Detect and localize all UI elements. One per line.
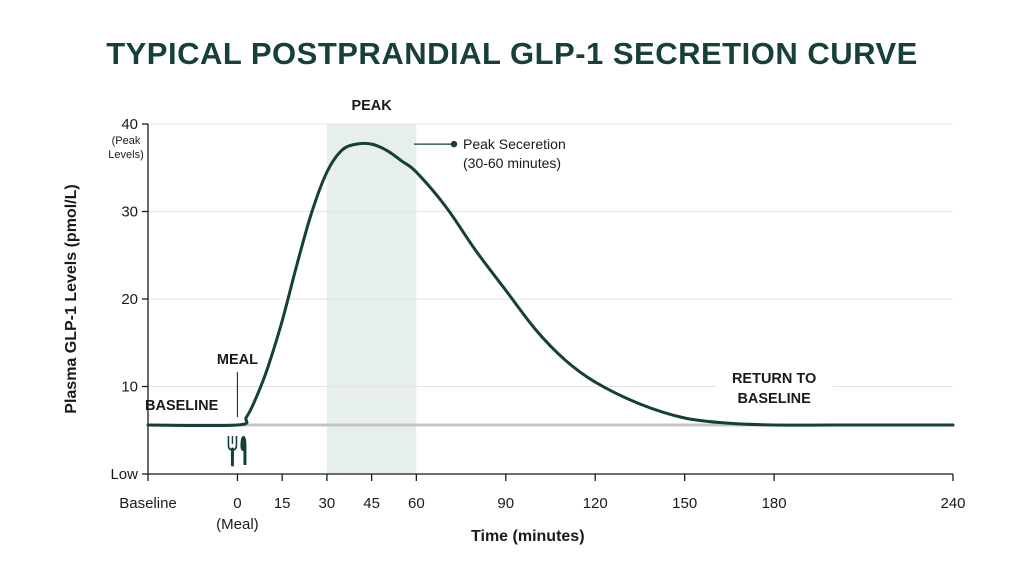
baseline-label: BASELINE: [145, 398, 219, 414]
y-tick-label: 40: [121, 116, 138, 133]
x-axis-ticks: Baseline 0 (Meal) 15 30 45 60 90 120 150 180 240: [119, 474, 966, 533]
fork-knife-icon: [227, 436, 247, 467]
x-tick-label: 15: [274, 495, 291, 512]
x-tick-label: 30: [319, 495, 336, 512]
peak-band-label: PEAK: [351, 98, 392, 114]
glp1-curve-line: [146, 141, 955, 428]
x-tick-label: 0: [233, 495, 241, 512]
meal-label: MEAL: [217, 352, 258, 368]
x-tick-label: 180: [762, 495, 787, 512]
peak-secretion-label: Peak Seceretion: [463, 136, 566, 152]
x-tick-label: 45: [363, 495, 380, 512]
y-tick-sublabel: Levels): [108, 149, 143, 161]
x-tick-label: 90: [497, 495, 514, 512]
return-label-background: [716, 366, 833, 408]
x-tick-label: 240: [940, 495, 965, 512]
return-label-bg-rect: [716, 366, 833, 408]
x-tick-label: 150: [672, 495, 697, 512]
x-tick-label: 60: [408, 495, 425, 512]
y-axis-title: Plasma GLP-1 Levels (pmol/L): [63, 184, 80, 413]
x-tick-label: 120: [583, 495, 608, 512]
y-axis-ticks: Low 10 20 30 40 (Peak Levels): [108, 116, 148, 483]
x-tick-sublabel: (Meal): [216, 516, 259, 533]
y-tick-label: Low: [110, 466, 138, 483]
peak-secretion-dot: [450, 140, 458, 148]
peak-secretion-range-label: (30-60 minutes): [463, 155, 561, 171]
x-axis-title: Time (minutes): [471, 528, 585, 545]
y-tick-sublabel: (Peak: [112, 135, 141, 147]
y-tick-label: 10: [121, 379, 138, 396]
y-tick-label: 20: [121, 291, 138, 308]
return-label-line2: BASELINE: [737, 391, 811, 407]
return-label-line1: RETURN TO: [732, 371, 816, 387]
y-tick-label: 30: [121, 204, 138, 221]
x-tick-label: Baseline: [119, 495, 177, 512]
chart-title: TYPICAL POSTPRANDIAL GLP-1 SECRETION CUR…: [106, 36, 918, 71]
